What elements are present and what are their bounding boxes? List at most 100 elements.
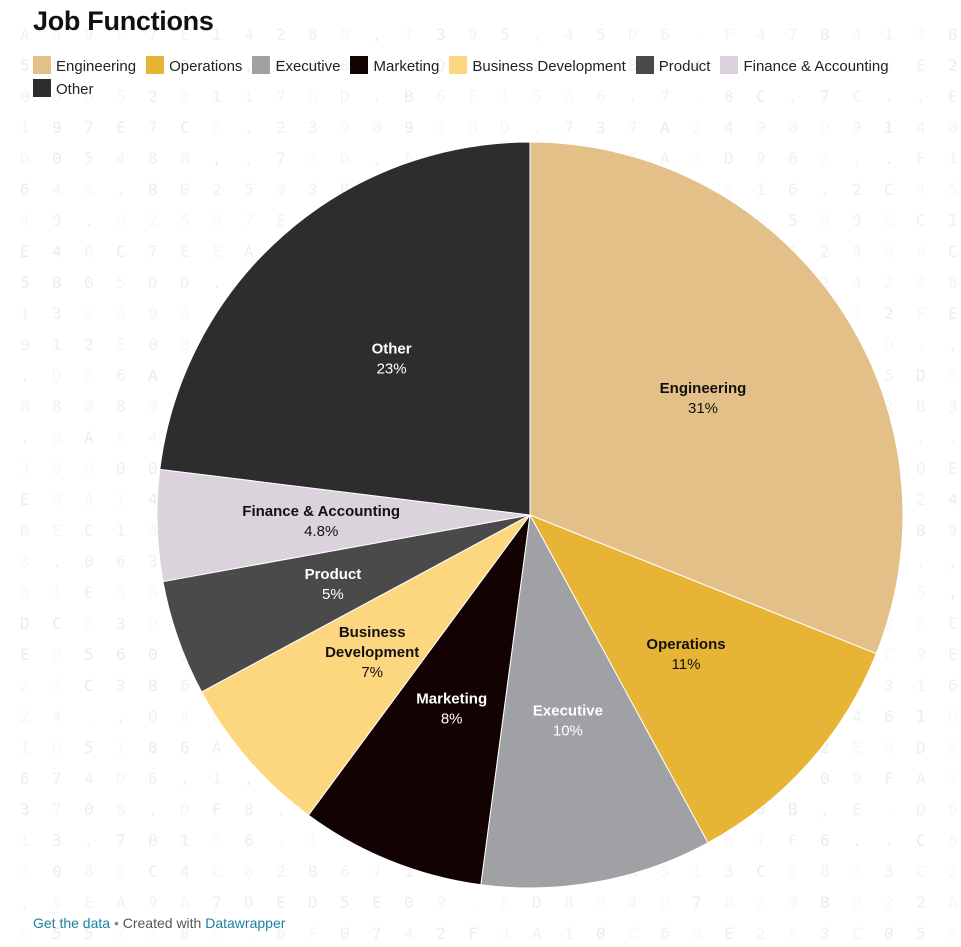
- svg-text:.: .: [276, 800, 286, 819]
- svg-text:E: E: [852, 800, 862, 819]
- svg-text:A: A: [916, 242, 926, 261]
- pie-slice-operations[interactable]: [528, 514, 877, 844]
- svg-text:3: 3: [52, 831, 62, 850]
- svg-text:0: 0: [916, 614, 926, 633]
- svg-text:5: 5: [948, 738, 958, 757]
- svg-text:D: D: [436, 56, 446, 75]
- svg-text:,: ,: [948, 335, 958, 354]
- svg-text:0: 0: [372, 118, 382, 137]
- svg-text:9: 9: [756, 149, 766, 168]
- pie-slice-other[interactable]: [159, 141, 531, 516]
- svg-text:4: 4: [852, 25, 862, 44]
- svg-text:8: 8: [628, 56, 638, 75]
- svg-text:0: 0: [84, 800, 94, 819]
- svg-text:5: 5: [212, 211, 222, 230]
- svg-text:7: 7: [404, 56, 414, 75]
- svg-text:2: 2: [884, 397, 894, 416]
- svg-text:4: 4: [148, 428, 158, 447]
- svg-text:B: B: [916, 521, 926, 540]
- svg-text:E: E: [276, 211, 286, 230]
- svg-text:C: C: [916, 831, 926, 850]
- svg-text:3: 3: [852, 304, 862, 323]
- svg-text:E: E: [180, 25, 190, 44]
- svg-text:5: 5: [948, 180, 958, 199]
- svg-text:F: F: [308, 924, 318, 943]
- datawrapper-link[interactable]: Datawrapper: [205, 915, 286, 931]
- svg-text:B: B: [788, 800, 798, 819]
- svg-text:8: 8: [116, 800, 126, 819]
- svg-text:E: E: [276, 893, 286, 912]
- svg-text:E: E: [116, 335, 126, 354]
- pie-slice-executive[interactable]: [480, 513, 709, 889]
- svg-text:0: 0: [148, 335, 158, 354]
- svg-text:6: 6: [20, 180, 30, 199]
- svg-text:2: 2: [148, 211, 158, 230]
- svg-text:9: 9: [52, 118, 62, 137]
- svg-text:3: 3: [20, 552, 30, 571]
- svg-text:3: 3: [852, 862, 862, 881]
- svg-text:E: E: [948, 87, 958, 106]
- svg-text:4: 4: [916, 118, 926, 137]
- svg-text:,: ,: [244, 149, 254, 168]
- pie-slice-marketing[interactable]: [307, 514, 531, 886]
- svg-text:7: 7: [820, 87, 830, 106]
- svg-text:D: D: [724, 149, 734, 168]
- svg-text:5: 5: [84, 924, 94, 943]
- svg-text:B: B: [308, 862, 318, 881]
- svg-text:9: 9: [468, 25, 478, 44]
- get-the-data-link[interactable]: Get the data: [33, 915, 111, 931]
- svg-text:.: .: [20, 428, 30, 447]
- svg-text:5: 5: [180, 211, 190, 230]
- svg-text:6: 6: [20, 769, 30, 788]
- svg-text:7: 7: [52, 769, 62, 788]
- legend-label: Marketing: [373, 58, 440, 75]
- svg-text:6: 6: [84, 366, 94, 385]
- svg-text:7: 7: [372, 924, 382, 943]
- svg-text:3: 3: [436, 25, 446, 44]
- svg-text:E: E: [84, 583, 94, 602]
- pie-slice-engineering[interactable]: [529, 141, 904, 655]
- legend-item-other: Other: [33, 78, 94, 101]
- legend-swatch: [252, 56, 271, 74]
- svg-text:2: 2: [436, 924, 446, 943]
- svg-text:E: E: [948, 304, 958, 323]
- svg-text:A: A: [788, 924, 798, 943]
- svg-text:8: 8: [564, 893, 574, 912]
- svg-text:A: A: [916, 769, 926, 788]
- svg-text:D: D: [52, 738, 62, 757]
- svg-text:5: 5: [52, 924, 62, 943]
- svg-text:C: C: [756, 862, 766, 881]
- chart-legend: Engineering Operations Executive Marketing B…: [33, 55, 913, 101]
- svg-text:9: 9: [852, 211, 862, 230]
- legend-label: Product: [658, 58, 711, 75]
- svg-text:F: F: [916, 304, 926, 323]
- svg-text:4: 4: [20, 211, 30, 230]
- legend-swatch: [146, 56, 165, 74]
- svg-text:0: 0: [788, 118, 798, 137]
- svg-text:0: 0: [20, 87, 30, 106]
- svg-text:A: A: [660, 118, 670, 137]
- svg-text:.: .: [20, 366, 30, 385]
- svg-text:1: 1: [116, 738, 126, 757]
- svg-text:6: 6: [84, 242, 94, 261]
- svg-text:3: 3: [884, 862, 894, 881]
- svg-text:F: F: [276, 56, 286, 75]
- pie-slice-business-development[interactable]: [200, 514, 531, 816]
- svg-text:1: 1: [948, 149, 958, 168]
- svg-text:D: D: [212, 56, 222, 75]
- svg-text:4: 4: [692, 56, 702, 75]
- svg-text:9: 9: [788, 893, 798, 912]
- svg-text:1: 1: [212, 25, 222, 44]
- svg-text:3: 3: [52, 304, 62, 323]
- svg-text:A: A: [660, 149, 670, 168]
- svg-text:4: 4: [148, 490, 158, 509]
- svg-text:A: A: [116, 428, 126, 447]
- svg-text:1: 1: [756, 180, 766, 199]
- svg-text:2: 2: [820, 738, 830, 757]
- svg-text:1: 1: [212, 769, 222, 788]
- svg-text:7: 7: [148, 118, 158, 137]
- svg-text:E: E: [212, 242, 222, 261]
- svg-text:,: ,: [916, 428, 926, 447]
- svg-text:D: D: [916, 366, 926, 385]
- svg-text:9: 9: [436, 893, 446, 912]
